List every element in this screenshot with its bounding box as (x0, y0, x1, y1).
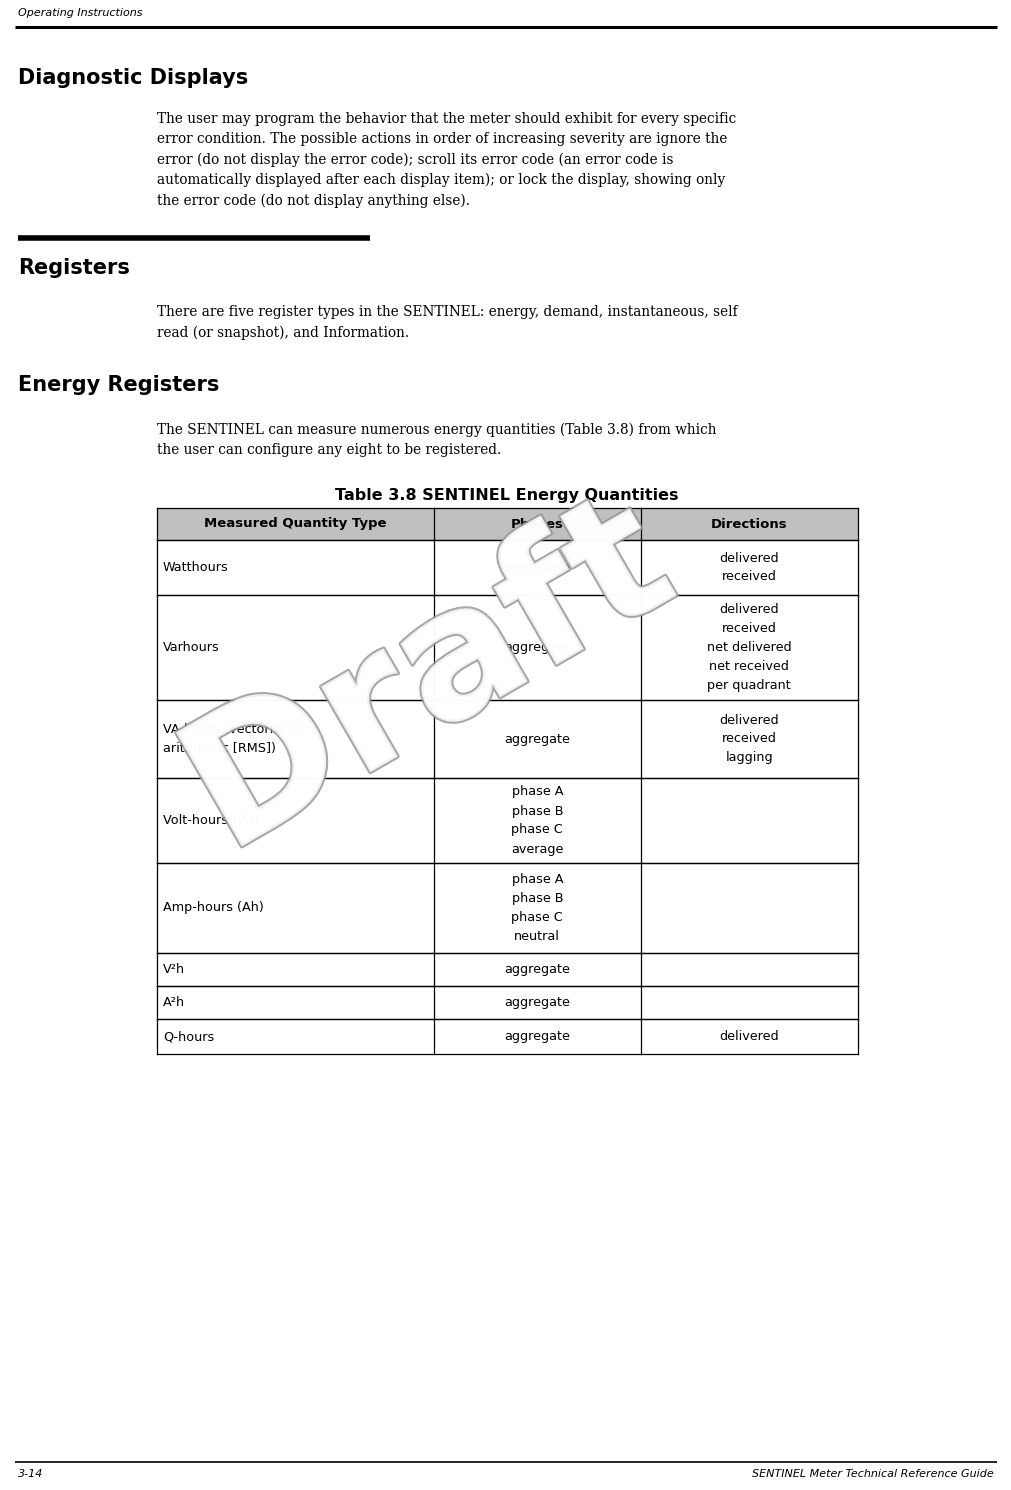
Text: aggregate: aggregate (503, 995, 569, 1009)
Text: V²h: V²h (163, 963, 185, 976)
Bar (640, 508, 857, 539)
Text: delivered
received
lagging: delivered received lagging (719, 714, 778, 764)
Text: Watthours: Watthours (163, 562, 228, 574)
Text: aggregate: aggregate (503, 733, 569, 745)
Text: The SENTINEL can measure numerous energy quantities (Table 3.8) from which
the u: The SENTINEL can measure numerous energy… (157, 423, 716, 457)
Text: Registers: Registers (18, 258, 129, 279)
Text: A²h: A²h (163, 995, 185, 1009)
Text: aggregate: aggregate (503, 963, 569, 976)
Text: Table 3.8 SENTINEL Energy Quantities: Table 3.8 SENTINEL Energy Quantities (335, 489, 678, 504)
Text: Draft: Draft (159, 472, 701, 888)
Text: Phases: Phases (511, 517, 563, 530)
Text: SENTINEL Meter Technical Reference Guide: SENTINEL Meter Technical Reference Guide (751, 1469, 993, 1480)
Text: Amp-hours (Ah): Amp-hours (Ah) (163, 901, 264, 915)
Text: 3-14: 3-14 (18, 1469, 43, 1480)
Text: Varhours: Varhours (163, 641, 219, 654)
Text: aggregate: aggregate (503, 641, 569, 654)
Bar (434, 508, 640, 539)
Text: delivered
received: delivered received (719, 551, 778, 584)
Text: aggregate: aggregate (503, 562, 569, 574)
Text: Measured Quantity Type: Measured Quantity Type (204, 517, 386, 530)
Text: phase A
phase B
phase C
average: phase A phase B phase C average (511, 785, 563, 855)
Text: delivered
received
net delivered
net received
per quadrant: delivered received net delivered net rec… (707, 603, 791, 691)
Text: Diagnostic Displays: Diagnostic Displays (18, 69, 248, 88)
Text: delivered: delivered (719, 1030, 778, 1043)
Text: aggregate: aggregate (503, 1030, 569, 1043)
Text: Q-hours: Q-hours (163, 1030, 214, 1043)
Text: Directions: Directions (711, 517, 787, 530)
Text: phase A
phase B
phase C
neutral: phase A phase B phase C neutral (511, 873, 562, 943)
Bar (157, 508, 434, 539)
Text: VA-hours (vectorial or
arithmetic [RMS]): VA-hours (vectorial or arithmetic [RMS]) (163, 723, 301, 755)
Text: Operating Instructions: Operating Instructions (18, 7, 143, 18)
Text: The user may program the behavior that the meter should exhibit for every specif: The user may program the behavior that t… (157, 112, 736, 209)
Text: Volt-hours (Vh): Volt-hours (Vh) (163, 814, 259, 827)
Text: Energy Registers: Energy Registers (18, 375, 219, 395)
Text: There are five register types in the SENTINEL: energy, demand, instantaneous, se: There are five register types in the SEN… (157, 305, 737, 340)
